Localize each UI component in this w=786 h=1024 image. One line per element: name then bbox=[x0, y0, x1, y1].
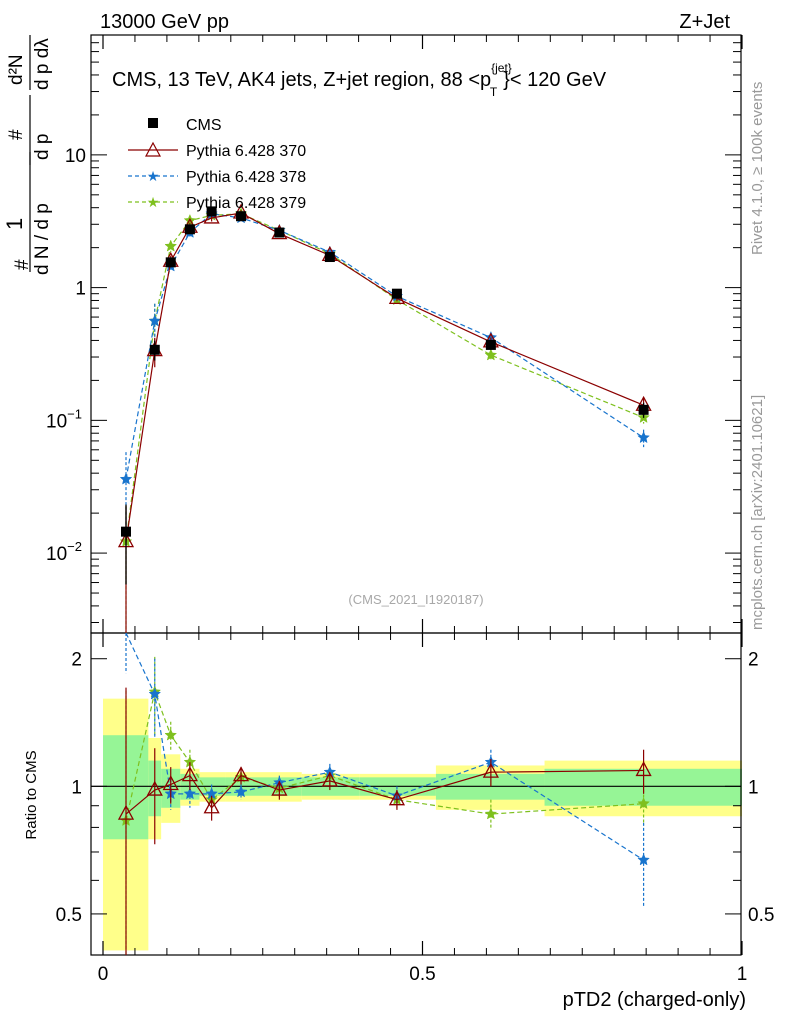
cms-point bbox=[638, 404, 649, 415]
plot-title-end: }< 120 GeV bbox=[503, 69, 607, 91]
ratio-point-p370 bbox=[635, 761, 652, 777]
y-tick-label: 10−1 bbox=[46, 406, 82, 432]
cms-point bbox=[485, 339, 496, 350]
ratio-point-p370 bbox=[181, 766, 198, 782]
ratio-point-p370 bbox=[162, 775, 179, 791]
main-plot-series bbox=[117, 203, 652, 633]
ratio-frame bbox=[90, 632, 742, 956]
series-line-p378 bbox=[125, 213, 644, 480]
x-tick-label: 0.5 bbox=[409, 964, 435, 985]
ratio-point-p378 bbox=[234, 785, 248, 798]
y-label-part-6: d²N bbox=[6, 54, 27, 85]
cms-point bbox=[391, 288, 402, 299]
legend-marker-379: ★ bbox=[147, 194, 160, 210]
analysis-id: (CMS_2021_I1920187) bbox=[348, 592, 483, 607]
x-tick-label: 0 bbox=[98, 964, 109, 985]
series-line-p370 bbox=[125, 212, 644, 542]
cms-point bbox=[324, 252, 335, 263]
header-left: 13000 GeV pp bbox=[100, 11, 229, 33]
ratio-tick-label-right: 0.5 bbox=[748, 905, 774, 926]
ratio-tick-label: 2 bbox=[71, 650, 82, 671]
x-axis-label: pTD2 (charged-only) bbox=[563, 989, 746, 1011]
ratio-point-p370 bbox=[203, 798, 220, 814]
x-tick-label: 1 bbox=[737, 964, 748, 985]
y-label-part-3: d N / d p bbox=[32, 203, 53, 275]
legend-marker-cms bbox=[148, 118, 158, 128]
point-p378 bbox=[119, 472, 133, 485]
ratio-tick-label: 0.5 bbox=[56, 905, 82, 926]
ratio-point-p370 bbox=[271, 780, 288, 796]
ratio-point-p378 bbox=[148, 687, 162, 700]
cms-point bbox=[184, 224, 195, 235]
legend-marker-378: ★ bbox=[147, 168, 160, 184]
ratio-point-p370 bbox=[482, 762, 499, 778]
y-label-part-7: d p dλ bbox=[32, 38, 53, 90]
cms-point bbox=[274, 227, 285, 238]
ratio-bands bbox=[103, 698, 742, 951]
point-p370 bbox=[203, 208, 220, 224]
ratio-point-p370 bbox=[321, 771, 338, 787]
ratio-line-p378 bbox=[125, 632, 644, 861]
legend: CMS Pythia 6.428 370 ★ Pythia 6.428 378 … bbox=[128, 117, 306, 212]
ratio-tick-label-right: 2 bbox=[748, 650, 759, 671]
ratio-plot-series bbox=[117, 632, 652, 955]
legend-label-cms: CMS bbox=[186, 117, 222, 134]
y-tick-exponent: −1 bbox=[67, 406, 82, 421]
point-p378 bbox=[637, 431, 650, 444]
ratio-point-p370 bbox=[232, 766, 250, 782]
cms-point bbox=[236, 211, 247, 222]
ratio-point-p378 bbox=[183, 787, 197, 800]
y-tick-exponent: −2 bbox=[67, 539, 82, 554]
ratio-tick-label: 1 bbox=[71, 777, 82, 798]
cms-point bbox=[121, 526, 132, 537]
ratio-point-p370 bbox=[388, 790, 406, 806]
cms-point bbox=[165, 257, 176, 268]
y-tick-label: 10−2 bbox=[46, 539, 82, 565]
plot-title-sub: T bbox=[490, 85, 498, 99]
legend-label-379: Pythia 6.428 379 bbox=[186, 195, 306, 212]
main-y-label: # 1 d N / d p # d p d²N d p dλ bbox=[2, 35, 53, 275]
legend-marker-370 bbox=[144, 141, 162, 157]
ratio-point-p370 bbox=[117, 804, 135, 820]
ratio-point-p379 bbox=[484, 807, 498, 820]
y-tick-label: 10 bbox=[65, 146, 86, 167]
y-label-part-4: # bbox=[6, 129, 27, 140]
header-right: Z+Jet bbox=[679, 11, 730, 33]
cms-point bbox=[206, 206, 217, 217]
point-p379 bbox=[164, 239, 178, 252]
ratio-point-p370 bbox=[146, 780, 163, 796]
plot-title-sup: {jet} bbox=[491, 61, 512, 75]
y-tick-base: 10 bbox=[46, 411, 67, 432]
rivet-label: Rivet 4.1.0, ≥ 100k events bbox=[749, 82, 766, 255]
ratio-y-label: Ratio to CMS bbox=[23, 750, 40, 839]
ratio-point-p379 bbox=[164, 728, 178, 741]
point-p378 bbox=[148, 314, 162, 327]
point-p379 bbox=[484, 348, 498, 361]
legend-label-370: Pythia 6.428 370 bbox=[186, 143, 306, 160]
ratio-tick-label-right: 1 bbox=[748, 777, 759, 798]
y-label-part-2: 1 bbox=[2, 218, 27, 230]
y-label-part-1: # bbox=[12, 259, 33, 270]
cms-point bbox=[149, 344, 160, 355]
y-label-part-5: d p bbox=[32, 134, 53, 160]
y-tick-base: 10 bbox=[46, 544, 67, 565]
legend-label-378: Pythia 6.428 378 bbox=[186, 169, 306, 186]
ratio-point-p378 bbox=[637, 853, 650, 866]
y-tick-label: 1 bbox=[75, 279, 86, 300]
series-line-p379 bbox=[125, 213, 644, 542]
plot-title: CMS, 13 TeV, AK4 jets, Z+jet region, 88 … bbox=[112, 61, 607, 99]
plot-title-main: CMS, 13 TeV, AK4 jets, Z+jet region, 88 … bbox=[112, 69, 491, 91]
ratio-point-p379 bbox=[637, 797, 650, 810]
mcplots-label: mcplots.cern.ch [arXiv:2401.10621] bbox=[749, 395, 766, 630]
